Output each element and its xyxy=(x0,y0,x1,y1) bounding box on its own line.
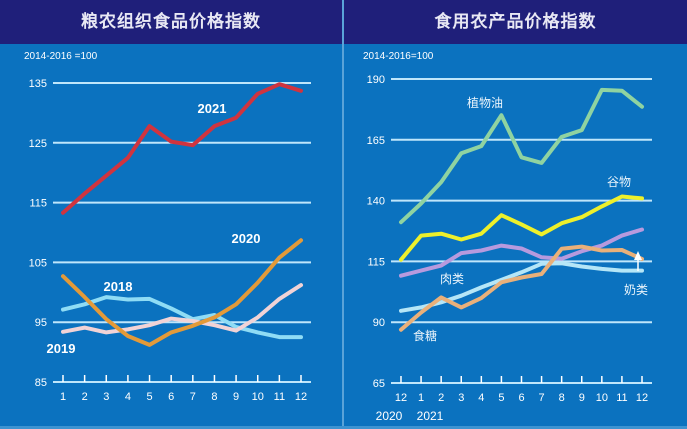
x-tick-label: 11 xyxy=(616,392,627,404)
panel-divider xyxy=(342,0,344,429)
series-label-奶类: 奶类 xyxy=(624,283,648,297)
series-label-2020: 2020 xyxy=(232,231,261,246)
x-tick-label: 12 xyxy=(395,392,407,404)
x-tick-label: 4 xyxy=(478,392,484,404)
series-line-植物油 xyxy=(399,87,644,225)
series-label-植物油: 植物油 xyxy=(467,95,503,110)
x-tick-label: 9 xyxy=(233,391,239,403)
x-tick-label: 4 xyxy=(125,391,131,403)
chart-title: 粮农组织食品价格指数 xyxy=(0,0,342,44)
series-line-食糖 xyxy=(399,244,644,332)
series-label-2018: 2018 xyxy=(104,279,133,294)
x-tick-label: 8 xyxy=(211,391,217,403)
x-tick-label: 2 xyxy=(82,391,88,403)
series-label-2021: 2021 xyxy=(198,101,227,116)
series-label-2019: 2019 xyxy=(47,341,76,356)
y-tick-label: 90 xyxy=(373,317,385,329)
series-line-2019 xyxy=(61,283,303,335)
y-tick-label: 115 xyxy=(29,198,47,210)
x-tick-label: 10 xyxy=(596,392,608,404)
x-tick-label: 6 xyxy=(168,391,174,403)
y-tick-label: 125 xyxy=(29,138,47,150)
y-tick-label: 65 xyxy=(373,378,385,390)
y-tick-label: 115 xyxy=(367,256,385,268)
x-tick-label: 7 xyxy=(190,391,196,403)
series-line-2018 xyxy=(61,295,303,340)
series-line-2021 xyxy=(61,82,303,215)
series-line-奶类 xyxy=(399,261,644,313)
series-line-谷物 xyxy=(399,194,644,262)
y-tick-label: 85 xyxy=(35,377,47,389)
x-tick-label: 12 xyxy=(295,391,307,403)
bottom-border xyxy=(0,426,687,429)
x-tick-label: 8 xyxy=(559,392,565,404)
series-label-谷物: 谷物 xyxy=(607,175,631,189)
series-line-肉类 xyxy=(399,227,644,278)
x-tick-label: 5 xyxy=(498,392,504,404)
y-tick-label: 140 xyxy=(367,196,385,208)
dairy-arrow-head-icon xyxy=(634,251,642,260)
y-tick-label: 190 xyxy=(367,74,385,86)
series-label-肉类: 肉类 xyxy=(440,272,464,286)
y-tick-label: 95 xyxy=(35,317,47,329)
x-tick-label: 11 xyxy=(274,391,285,403)
y-tick-label: 135 xyxy=(29,78,47,90)
base-period-note: 2014-2016 =100 xyxy=(24,51,98,62)
x-tick-label: 2 xyxy=(438,392,444,404)
chart-title: 食用农产品价格指数 xyxy=(344,0,687,44)
x-tick-label: 10 xyxy=(252,391,264,403)
x-tick-label: 1 xyxy=(60,391,66,403)
chart-panel-food-price-index: 粮农组织食品价格指数 2014-2016 =100 85 95 105 115 125 1… xyxy=(0,0,342,429)
x-tick-label: 6 xyxy=(518,392,524,404)
x-tick-label: 5 xyxy=(146,391,152,403)
x-tick-label: 12 xyxy=(636,392,648,404)
x-tick-label: 1 xyxy=(418,392,424,404)
x-tick-label: 9 xyxy=(579,392,585,404)
x-tick-label: 3 xyxy=(458,392,464,404)
base-period-note: 2014-2016=100 xyxy=(363,51,434,62)
x-year-label: 2020 xyxy=(376,409,403,423)
x-year-label: 2021 xyxy=(417,409,444,423)
x-tick-label: 3 xyxy=(103,391,109,403)
series-line-2020 xyxy=(61,238,303,347)
y-tick-label: 165 xyxy=(367,135,385,147)
x-tick-label: 7 xyxy=(539,392,545,404)
y-tick-label: 105 xyxy=(29,257,47,269)
chart-panel-commodity-price-index: 食用农产品价格指数 2014-2016=100 65 90 115 140 165 190… xyxy=(344,0,687,429)
series-label-食糖: 食糖 xyxy=(413,328,437,343)
